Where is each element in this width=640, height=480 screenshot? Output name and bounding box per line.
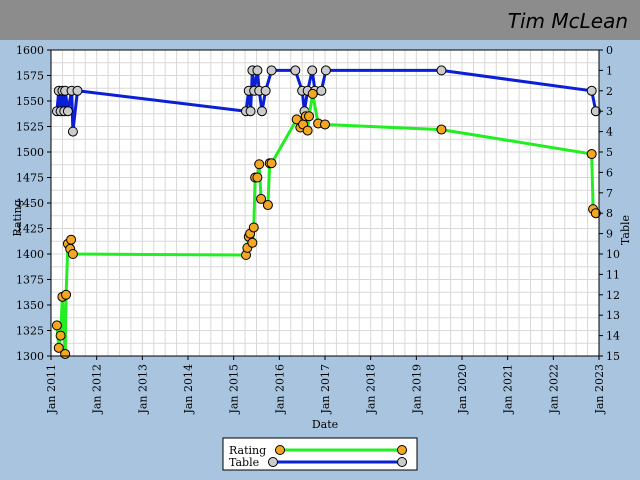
y2-tick-label: 8: [606, 207, 613, 220]
rating-point: [51, 320, 62, 331]
rating-point: [436, 124, 447, 135]
rating-point: [586, 149, 597, 160]
grid: [50, 49, 600, 357]
y2-tick-label: 4: [606, 126, 613, 139]
x-tick-label: Jan 2019: [410, 364, 423, 415]
y2-tick-label: 10: [606, 248, 620, 261]
y2-tick-label: 0: [606, 44, 613, 57]
rating-point: [61, 289, 72, 300]
legend-table-marker: [397, 457, 407, 467]
y2-tick-label: 9: [606, 228, 613, 241]
y2-tick-label: 5: [606, 146, 613, 159]
y-tick-label: 1375: [16, 274, 44, 287]
x-tick-label: Jan 2014: [182, 364, 195, 415]
legend-label-rating: Rating: [229, 444, 266, 457]
y-tick-label: 1600: [16, 44, 44, 57]
table-point: [307, 65, 318, 76]
y-tick-label: 1300: [16, 350, 44, 363]
table-point: [290, 65, 301, 76]
y-tick-label: 1575: [16, 70, 44, 83]
table-point: [266, 65, 277, 76]
rating-point: [60, 348, 71, 359]
y-tick-label: 1475: [16, 172, 44, 185]
table-point: [320, 65, 331, 76]
y2-tick-label: 11: [606, 268, 620, 281]
rating-point: [247, 237, 258, 248]
table-point: [245, 106, 256, 117]
y2-tick-label: 3: [606, 105, 613, 118]
y2-tick-label: 1: [606, 64, 613, 77]
y-tick-label: 1450: [16, 197, 44, 210]
rating-point: [53, 342, 64, 353]
x-tick-label: Jan 2021: [502, 364, 515, 415]
y-axis-title: Rating: [11, 199, 24, 236]
player-name: Tim McLean: [508, 9, 628, 33]
x-tick-label: Jan 2023: [593, 364, 606, 415]
legend-table-marker: [268, 457, 278, 467]
rating-point: [262, 200, 273, 211]
y-tick-label: 1325: [16, 325, 44, 338]
x-tick-label: Jan 2015: [228, 364, 241, 415]
rating-point: [320, 119, 330, 130]
table-point: [72, 85, 83, 96]
legend-rating-marker: [275, 445, 285, 455]
x-tick-label: Jan 2022: [547, 364, 560, 415]
date-axis: Jan 2011 Jan 2012 Jan 2013 Jan 2014 Jan 2015…: [45, 356, 606, 415]
legend-label-table: Table: [229, 456, 259, 469]
legend-box: [222, 437, 418, 471]
y2-tick-label: 12: [606, 289, 620, 302]
y-tick-label: 1500: [16, 146, 44, 159]
legend-rating-marker: [397, 445, 407, 455]
x-tick-label: Jan 2011: [45, 364, 58, 415]
x-tick-label: Jan 2017: [319, 364, 332, 415]
y2-tick-label: 14: [606, 330, 620, 343]
rating-point: [67, 249, 78, 259]
rating-point: [304, 111, 315, 122]
table-point: [260, 85, 271, 96]
x-tick-label: Jan 2012: [91, 364, 104, 415]
rating-point: [248, 222, 259, 233]
table-point: [316, 85, 327, 96]
table-point: [256, 106, 267, 117]
y2-tick-label: 13: [606, 309, 620, 322]
table-point: [67, 126, 78, 137]
y2-tick-label: 2: [606, 85, 613, 98]
rating-point: [66, 234, 77, 245]
y-tick-label: 1400: [16, 248, 44, 261]
table-point: [586, 85, 597, 96]
y2-tick-label: 15: [606, 350, 620, 363]
rating-point: [256, 193, 267, 204]
rating-axis: 1300 1325 1350 1375 1400 1425 1450 1475 1500 1525…: [16, 44, 51, 363]
table-point: [436, 65, 447, 76]
rating-point: [302, 125, 313, 136]
header-bar: [0, 0, 640, 40]
x-tick-label: Jan 2020: [456, 364, 469, 415]
table-point: [252, 65, 263, 76]
rating-series: [51, 88, 601, 359]
y-tick-label: 1350: [16, 299, 44, 312]
y2-tick-label: 7: [606, 187, 613, 200]
rating-point: [254, 159, 265, 170]
y-tick-label: 1425: [16, 223, 44, 236]
rating-point: [55, 330, 66, 341]
x-tick-label: Jan 2016: [273, 364, 286, 415]
rating-point: [266, 158, 277, 169]
table-point: [62, 106, 73, 117]
rating-point: [307, 88, 318, 99]
legend: Rating Table: [222, 437, 418, 471]
y2-axis-title: Table: [619, 215, 632, 245]
rating-point: [252, 172, 263, 183]
x-tick-label: Jan 2013: [136, 364, 149, 415]
y-tick-label: 1525: [16, 121, 44, 134]
x-axis-title: Date: [312, 418, 338, 431]
y-tick-label: 1550: [16, 95, 44, 108]
x-tick-label: Jan 2018: [365, 364, 378, 415]
y2-tick-label: 6: [606, 166, 613, 179]
rating-point: [291, 114, 302, 125]
